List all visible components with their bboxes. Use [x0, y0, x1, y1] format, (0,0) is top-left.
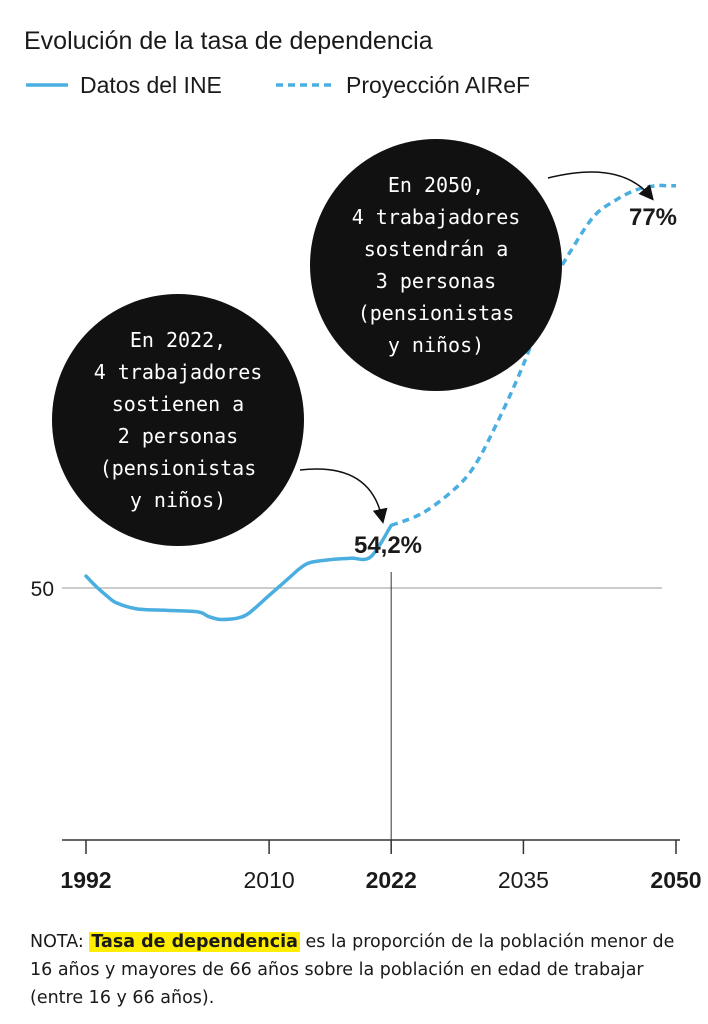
annotation-2050-bubble: [310, 139, 562, 391]
point-label-2050: 77%: [629, 204, 677, 231]
x-tick-label: 2035: [498, 867, 549, 893]
x-tick-label: 1992: [60, 867, 111, 893]
legend-label-airef: Proyección AIReF: [346, 72, 530, 98]
annotation-2022-line: y niños): [130, 488, 226, 512]
legend-label-ine: Datos del INE: [80, 72, 222, 98]
series-line-ine: [84, 523, 393, 622]
annotation-2050-line: sostendrán a: [364, 237, 509, 261]
annotation-2022-line: sostienen a: [112, 392, 244, 416]
footnote-prefix: NOTA:: [30, 932, 90, 952]
x-tick-label: 2022: [366, 867, 417, 893]
annotation-2050-line: En 2050,: [388, 173, 484, 197]
annotation-2022-line: 2 personas: [118, 424, 238, 448]
annotation-2022-line: (pensionistas: [100, 456, 257, 480]
footnote-text: es la proporción de la población menor d…: [30, 932, 675, 1008]
annotation-arrow-2022: [299, 468, 388, 524]
footnote: NOTA: Tasa de dependencia es la proporci…: [30, 928, 680, 1012]
y-tick-label: 50: [31, 578, 54, 601]
footnote-highlight: Tasa de dependencia: [89, 932, 300, 952]
annotation-2050-line: 4 trabajadores: [352, 205, 521, 229]
chart-svg: Evolución de la tasa de dependencia Datos…: [24, 27, 702, 893]
annotation-2050-line: (pensionistas: [358, 301, 515, 325]
annotation-2050-line: y niños): [388, 333, 484, 357]
x-tick-label: 2010: [244, 867, 295, 893]
annotation-2022-line: En 2022,: [130, 328, 226, 352]
chart-title: Evolución de la tasa de dependencia: [24, 27, 433, 55]
annotation-2050-line: 3 personas: [376, 269, 496, 293]
annotation-2022-bubble: [52, 294, 304, 546]
x-tick-label: 2050: [650, 867, 701, 893]
annotation-2022-line: 4 trabajadores: [94, 360, 263, 384]
annotation-arrow-2050: [547, 171, 654, 201]
point-label-2022: 54,2%: [354, 532, 422, 559]
